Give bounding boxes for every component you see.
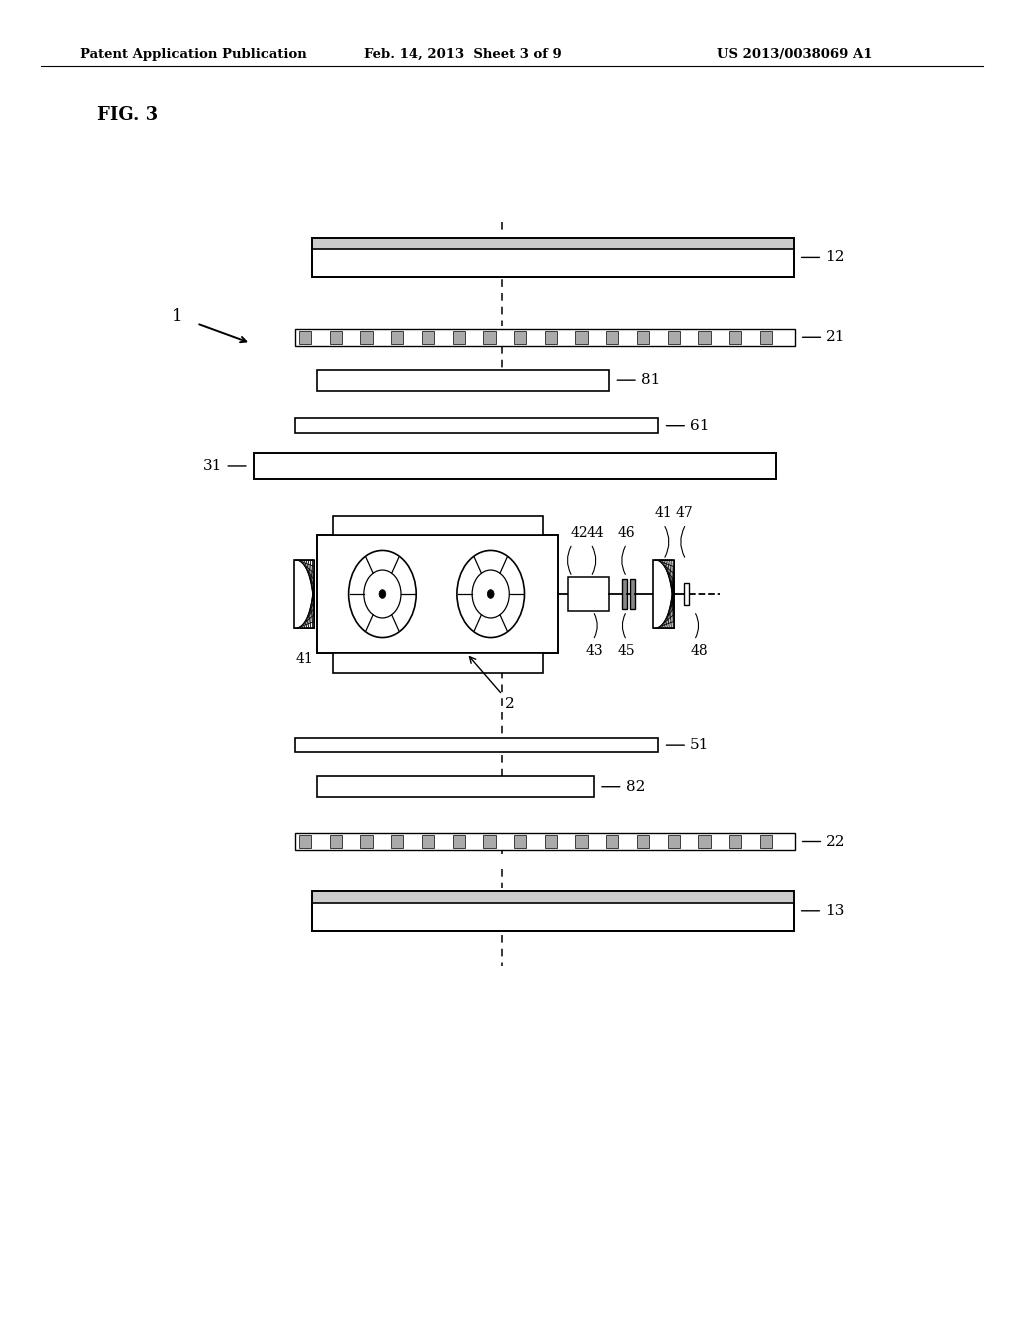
Bar [422,836,434,847]
Bar [295,329,795,346]
Bar [312,891,794,903]
Circle shape [487,590,494,598]
Bar [606,836,618,847]
Text: 47: 47 [675,506,693,520]
Bar [312,903,794,931]
Bar [668,331,680,343]
Text: US 2013/0038069 A1: US 2013/0038069 A1 [717,48,872,61]
Bar [760,836,772,847]
Circle shape [379,590,386,598]
Bar [545,331,557,343]
Bar [653,560,674,628]
Bar [483,836,496,847]
Bar [330,836,342,847]
Bar [312,238,794,249]
Bar [295,833,795,850]
Text: 81: 81 [641,374,660,387]
Text: 21: 21 [826,330,846,345]
Bar [391,836,403,847]
Bar [317,370,609,391]
Bar [312,249,794,277]
Text: 41: 41 [295,652,313,667]
Bar [575,331,588,343]
Bar [729,331,741,343]
Bar [575,836,588,847]
Bar [760,331,772,343]
Bar [698,331,711,343]
Text: Patent Application Publication: Patent Application Publication [80,48,306,61]
Text: 45: 45 [617,644,636,659]
Bar [684,583,689,605]
Bar [668,836,680,847]
Bar [295,418,658,433]
Text: 44: 44 [587,525,604,540]
Bar [483,331,496,343]
Bar [630,579,635,609]
Bar [422,331,434,343]
Bar [312,891,794,931]
Bar [453,331,465,343]
Bar [568,577,609,611]
Bar [295,738,658,752]
Text: 12: 12 [825,251,845,264]
Bar [453,836,465,847]
Text: FIG. 3: FIG. 3 [97,106,159,124]
Text: 46: 46 [617,525,636,540]
Text: 51: 51 [690,738,710,752]
Bar [729,836,741,847]
Bar [391,331,403,343]
Text: 43: 43 [585,644,603,659]
Bar [317,535,558,653]
Bar [360,836,373,847]
Text: 82: 82 [626,780,645,793]
Bar [333,653,543,673]
Bar [514,331,526,343]
Bar [312,238,794,277]
Text: 1: 1 [172,309,182,325]
Text: 31: 31 [203,459,222,473]
Text: 22: 22 [826,834,846,849]
Text: 41: 41 [654,506,673,520]
Text: 48: 48 [690,644,709,659]
Text: 2: 2 [469,656,515,710]
Bar [622,579,627,609]
Bar [333,516,543,535]
Text: 42: 42 [570,525,588,540]
Bar [299,331,311,343]
Text: 13: 13 [825,904,845,917]
Bar [317,776,594,797]
Bar [545,836,557,847]
Bar [330,331,342,343]
Bar [637,836,649,847]
Bar [254,453,776,479]
Text: Feb. 14, 2013  Sheet 3 of 9: Feb. 14, 2013 Sheet 3 of 9 [364,48,561,61]
Bar [299,836,311,847]
Bar [514,836,526,847]
Bar [360,331,373,343]
Bar [637,331,649,343]
Bar [294,560,314,628]
Text: 61: 61 [690,418,710,433]
Bar [698,836,711,847]
Bar [606,331,618,343]
